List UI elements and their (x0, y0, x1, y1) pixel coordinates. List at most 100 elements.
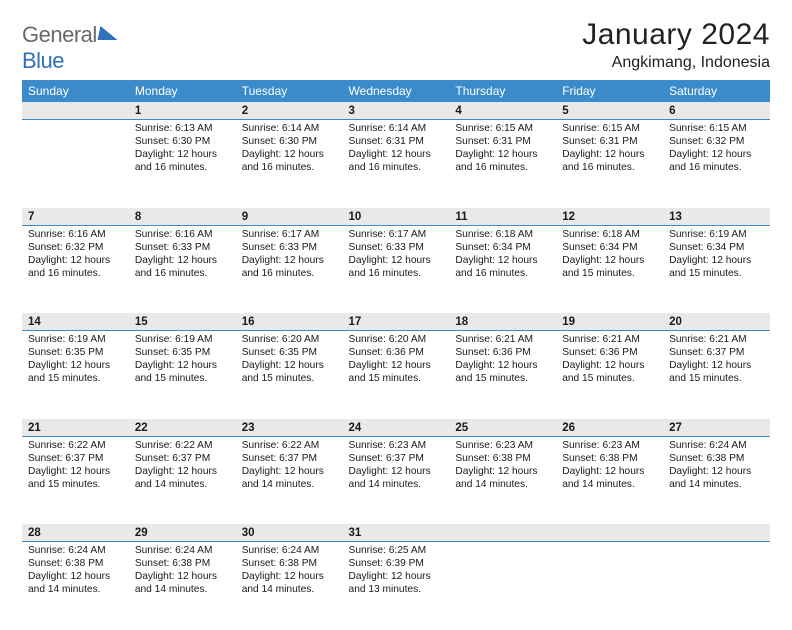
sunrise-line: Sunrise: 6:22 AM (242, 439, 337, 452)
day-9-details: Sunrise: 6:17 AMSunset: 6:33 PMDaylight:… (236, 226, 343, 286)
daynum-9: 9 (236, 208, 343, 226)
daylight-line: Daylight: 12 hours and 15 minutes. (135, 359, 230, 385)
daynum-1: 1 (129, 102, 236, 120)
daylight-line: Daylight: 12 hours and 14 minutes. (135, 570, 230, 596)
sunrise-line: Sunrise: 6:21 AM (669, 333, 764, 346)
daynum-empty (22, 102, 129, 120)
day-empty (663, 542, 770, 630)
sunrise-line: Sunrise: 6:19 AM (28, 333, 123, 346)
sunrise-line: Sunrise: 6:24 AM (242, 544, 337, 557)
day-12-info: Sunrise: 6:18 AMSunset: 6:34 PMDaylight:… (556, 225, 663, 313)
daynum-3: 3 (343, 102, 450, 120)
daynum-15: 15 (129, 313, 236, 331)
logo-text-general: General (22, 22, 97, 47)
dow-sunday: Sunday (22, 80, 129, 102)
day-19-info: Sunrise: 6:21 AMSunset: 6:36 PMDaylight:… (556, 331, 663, 419)
day-31-details: Sunrise: 6:25 AMSunset: 6:39 PMDaylight:… (343, 542, 450, 602)
daylight-line: Daylight: 12 hours and 14 minutes. (242, 570, 337, 596)
sunrise-line: Sunrise: 6:19 AM (669, 228, 764, 241)
day-empty (449, 542, 556, 630)
daylight-line: Daylight: 12 hours and 16 minutes. (455, 148, 550, 174)
sunset-line: Sunset: 6:33 PM (135, 241, 230, 254)
day-15-info: Sunrise: 6:19 AMSunset: 6:35 PMDaylight:… (129, 331, 236, 419)
daynum-8: 8 (129, 208, 236, 226)
sunrise-line: Sunrise: 6:23 AM (455, 439, 550, 452)
daylight-line: Daylight: 12 hours and 15 minutes. (28, 359, 123, 385)
sunset-line: Sunset: 6:37 PM (28, 452, 123, 465)
dow-wednesday: Wednesday (343, 80, 450, 102)
day-26-details: Sunrise: 6:23 AMSunset: 6:38 PMDaylight:… (556, 437, 663, 497)
sunrise-line: Sunrise: 6:23 AM (349, 439, 444, 452)
daynum-22: 22 (129, 419, 236, 437)
sunrise-line: Sunrise: 6:13 AM (135, 122, 230, 135)
day-29-details: Sunrise: 6:24 AMSunset: 6:38 PMDaylight:… (129, 542, 236, 602)
daylight-line: Daylight: 12 hours and 16 minutes. (28, 254, 123, 280)
week-2-info: Sunrise: 6:19 AMSunset: 6:35 PMDaylight:… (22, 331, 770, 419)
sunset-line: Sunset: 6:38 PM (669, 452, 764, 465)
day-30-details: Sunrise: 6:24 AMSunset: 6:38 PMDaylight:… (236, 542, 343, 602)
day-22-info: Sunrise: 6:22 AMSunset: 6:37 PMDaylight:… (129, 436, 236, 524)
week-3-info: Sunrise: 6:22 AMSunset: 6:37 PMDaylight:… (22, 436, 770, 524)
day-16-info: Sunrise: 6:20 AMSunset: 6:35 PMDaylight:… (236, 331, 343, 419)
daynum-7: 7 (22, 208, 129, 226)
day-2-info: Sunrise: 6:14 AMSunset: 6:30 PMDaylight:… (236, 120, 343, 208)
day-12-details: Sunrise: 6:18 AMSunset: 6:34 PMDaylight:… (556, 226, 663, 286)
sunrise-line: Sunrise: 6:14 AM (242, 122, 337, 135)
title-block: January 2024 Angkimang, Indonesia (582, 18, 770, 72)
sunset-line: Sunset: 6:31 PM (455, 135, 550, 148)
week-4-daynums: 28293031 (22, 524, 770, 542)
day-2-details: Sunrise: 6:14 AMSunset: 6:30 PMDaylight:… (236, 120, 343, 180)
day-26-info: Sunrise: 6:23 AMSunset: 6:38 PMDaylight:… (556, 436, 663, 524)
sunrise-line: Sunrise: 6:24 AM (135, 544, 230, 557)
daylight-line: Daylight: 12 hours and 16 minutes. (349, 254, 444, 280)
daylight-line: Daylight: 12 hours and 15 minutes. (28, 465, 123, 491)
sunrise-line: Sunrise: 6:17 AM (242, 228, 337, 241)
day-7-info: Sunrise: 6:16 AMSunset: 6:32 PMDaylight:… (22, 225, 129, 313)
day-5-info: Sunrise: 6:15 AMSunset: 6:31 PMDaylight:… (556, 120, 663, 208)
day-28-details: Sunrise: 6:24 AMSunset: 6:38 PMDaylight:… (22, 542, 129, 602)
sunset-line: Sunset: 6:33 PM (242, 241, 337, 254)
daynum-14: 14 (22, 313, 129, 331)
day-6-info: Sunrise: 6:15 AMSunset: 6:32 PMDaylight:… (663, 120, 770, 208)
week-0-info: Sunrise: 6:13 AM Sunset: 6:30 PM Daylight:… (22, 120, 770, 208)
day-10-details: Sunrise: 6:17 AMSunset: 6:33 PMDaylight:… (343, 226, 450, 286)
day-15-details: Sunrise: 6:19 AMSunset: 6:35 PMDaylight:… (129, 331, 236, 391)
day-23-info: Sunrise: 6:22 AMSunset: 6:37 PMDaylight:… (236, 436, 343, 524)
day-6-details: Sunrise: 6:15 AMSunset: 6:32 PMDaylight:… (663, 120, 770, 180)
day-22-details: Sunrise: 6:22 AMSunset: 6:37 PMDaylight:… (129, 437, 236, 497)
day-30-info: Sunrise: 6:24 AMSunset: 6:38 PMDaylight:… (236, 542, 343, 630)
sunrise-line: Sunrise: 6:15 AM (562, 122, 657, 135)
daynum-12: 12 (556, 208, 663, 226)
day-11-info: Sunrise: 6:18 AMSunset: 6:34 PMDaylight:… (449, 225, 556, 313)
daylight-line: Daylight: 12 hours and 15 minutes. (669, 254, 764, 280)
day-21-details: Sunrise: 6:22 AMSunset: 6:37 PMDaylight:… (22, 437, 129, 497)
sunset-line: Sunset: 6:38 PM (135, 557, 230, 570)
sunset-line: Sunset: 6:39 PM (349, 557, 444, 570)
sunset-line: Sunset: 6:33 PM (349, 241, 444, 254)
sunset-line: Sunset: 6:35 PM (28, 346, 123, 359)
day-16-details: Sunrise: 6:20 AMSunset: 6:35 PMDaylight:… (236, 331, 343, 391)
sunset-line: Sunset: 6:30 PM (242, 135, 337, 148)
daynum-17: 17 (343, 313, 450, 331)
sunrise-line: Sunrise: 6:16 AM (28, 228, 123, 241)
day-13-details: Sunrise: 6:19 AMSunset: 6:34 PMDaylight:… (663, 226, 770, 286)
week-4-info: Sunrise: 6:24 AMSunset: 6:38 PMDaylight:… (22, 542, 770, 630)
logo-text-blue: Blue (22, 48, 64, 73)
daylight-line: Daylight: 12 hours and 14 minutes. (135, 465, 230, 491)
daynum-16: 16 (236, 313, 343, 331)
sunrise-line: Sunrise: 6:19 AM (135, 333, 230, 346)
daylight-line: Daylight: 12 hours and 14 minutes. (28, 570, 123, 596)
daynum-23: 23 (236, 419, 343, 437)
sunset-line: Sunset: 6:36 PM (349, 346, 444, 359)
sunset-line: Sunset: 6:37 PM (669, 346, 764, 359)
daylight-line: Daylight: 12 hours and 15 minutes. (669, 359, 764, 385)
sunrise-line: Sunrise: 6:18 AM (455, 228, 550, 241)
sunset-line: Sunset: 6:34 PM (562, 241, 657, 254)
daynum-30: 30 (236, 524, 343, 542)
location: Angkimang, Indonesia (582, 54, 770, 72)
day-7-details: Sunrise: 6:16 AMSunset: 6:32 PMDaylight:… (22, 226, 129, 286)
sunrise-line: Sunrise: 6:22 AM (28, 439, 123, 452)
daynum-6: 6 (663, 102, 770, 120)
sunset-line: Sunset: 6:36 PM (562, 346, 657, 359)
sunset-line: Sunset: 6:34 PM (455, 241, 550, 254)
